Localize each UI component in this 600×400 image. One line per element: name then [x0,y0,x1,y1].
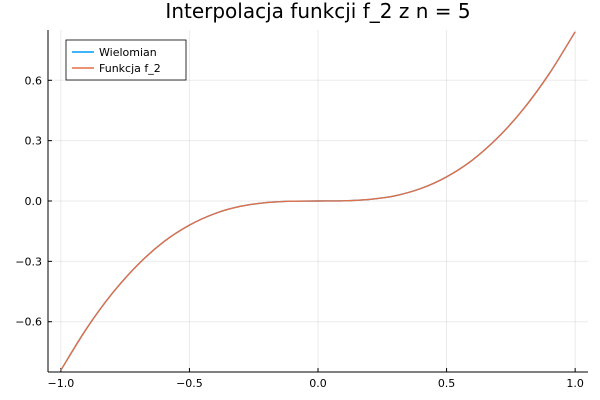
legend-box [65,39,187,81]
x-tick-label: 0.0 [309,377,327,390]
y-tick-label: −0.6 [15,316,42,329]
y-tick-label: 0.0 [25,195,43,208]
y-tick-label: 0.6 [25,74,43,87]
y-tick-label: 0.3 [25,135,43,148]
x-tick-label: −1.0 [47,377,74,390]
legend: Wielomian Funkcja f_2 [65,39,187,81]
chart-title: Interpolacja funkcji f_2 z n = 5 [165,0,470,23]
grid [48,30,588,372]
legend-label: Wielomian [99,46,157,59]
series-line-funkcja-f2 [60,31,576,371]
axes: −1.0 −0.5 0.0 0.5 1.0 −0.6 −0.3 0.0 0.3 0.6 [15,30,588,390]
series-lines [60,31,576,371]
x-tick-label: 1.0 [566,377,584,390]
x-tick-label: 0.5 [438,377,456,390]
y-tick-label: −0.3 [15,255,42,268]
x-tick-label: −0.5 [176,377,203,390]
legend-label: Funkcja f_2 [99,62,161,75]
